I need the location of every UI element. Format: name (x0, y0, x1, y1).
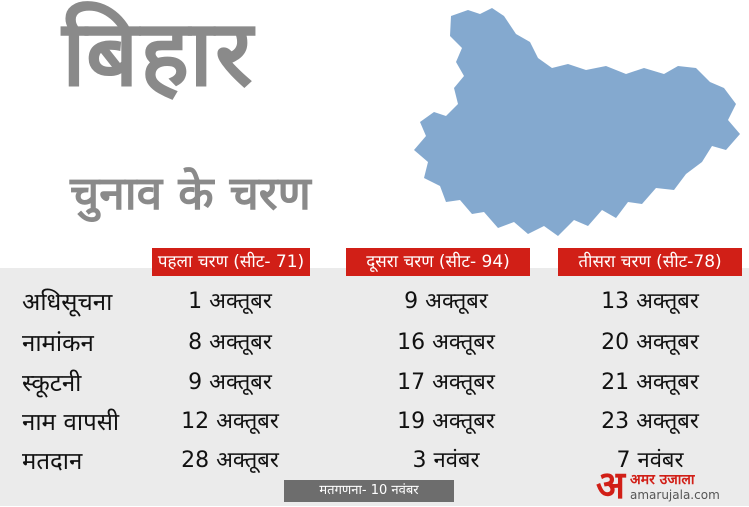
logo-mark: अ (596, 463, 626, 507)
page-subtitle: चुनाव के चरण (70, 166, 311, 220)
phase-3-date: 20 अक्तूबर (601, 330, 699, 355)
table-row: नामांकन 8 अक्तूबर 16 अक्तूबर 20 अक्तूबर (0, 326, 749, 366)
phase-2-header: दूसरा चरण (सीट- 94) (346, 248, 530, 276)
row-label: स्कूटनी (22, 369, 82, 397)
table-row: स्कूटनी 9 अक्तूबर 17 अक्तूबर 21 अक्तूबर (0, 366, 749, 406)
table-row: नाम वापसी 12 अक्तूबर 19 अक्तूबर 23 अक्तू… (0, 405, 749, 445)
phase-1-header: पहला चरण (सीट- 71) (152, 248, 310, 276)
row-label: अधिसूचना (22, 288, 113, 316)
phase-2-date: 9 अक्तूबर (404, 289, 488, 314)
phase-2-date: 16 अक्तूबर (397, 330, 495, 355)
phase-1-date: 9 अक्तूबर (188, 370, 272, 395)
phase-3-date: 13 अक्तूबर (601, 289, 699, 314)
row-label: मतदान (22, 447, 83, 475)
phase-2-date: 3 नवंबर (412, 448, 480, 473)
bihar-map-icon (414, 8, 740, 236)
phase-1-date: 12 अक्तूबर (181, 409, 279, 434)
table-row: अधिसूचना 1 अक्तूबर 9 अक्तूबर 13 अक्तूबर (0, 285, 749, 325)
amar-ujala-logo: अ अमर उजाला amarujala.com (596, 466, 748, 504)
phase-3-date: 21 अक्तूबर (601, 370, 699, 395)
phase-1-date: 8 अक्तूबर (188, 330, 272, 355)
phase-1-date: 1 अक्तूबर (188, 289, 272, 314)
schedule-table (0, 268, 749, 506)
phase-1-date: 28 अक्तूबर (181, 448, 279, 473)
page-title: बिहार (62, 0, 255, 107)
header-area: बिहार चुनाव के चरण (62, 0, 740, 236)
phase-2-date: 17 अक्तूबर (397, 370, 495, 395)
phase-3-date: 7 नवंबर (616, 448, 684, 473)
row-label: नाम वापसी (22, 408, 120, 436)
table-row: मतदान 28 अक्तूबर 3 नवंबर 7 नवंबर (0, 444, 749, 484)
phase-3-date: 23 अक्तूबर (601, 409, 699, 434)
counting-date-badge: मतगणना- 10 नवंबर (284, 480, 454, 502)
row-label: नामांकन (22, 329, 94, 357)
phase-3-header: तीसरा चरण (सीट-78) (558, 248, 742, 276)
phase-2-date: 19 अक्तूबर (397, 409, 495, 434)
logo-site: amarujala.com (630, 488, 720, 502)
logo-name: अमर उजाला (630, 472, 695, 488)
